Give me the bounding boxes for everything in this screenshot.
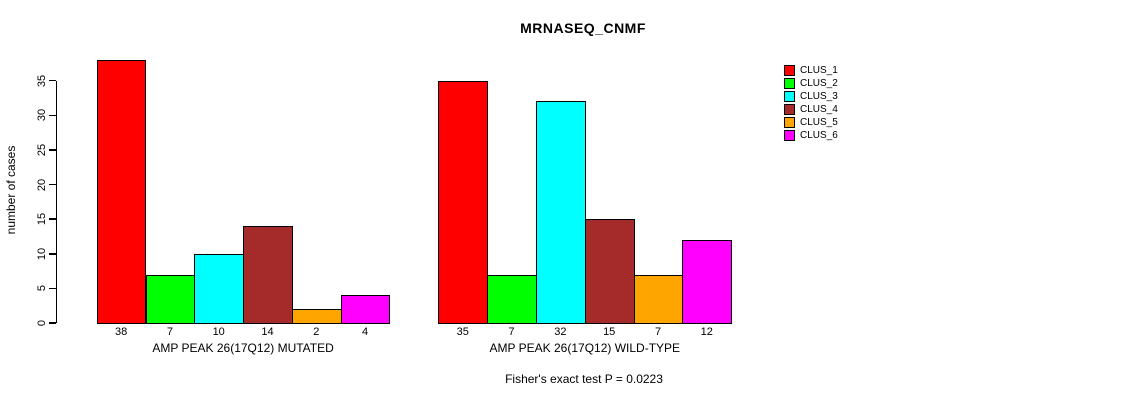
y-tick-label: 35: [36, 74, 48, 87]
legend-label: CLUS_2: [800, 78, 838, 89]
bar-value-label: 7: [166, 326, 173, 338]
y-tick-label: 10: [36, 247, 48, 260]
legend-swatch-clus_5: [784, 117, 795, 128]
legend-label: CLUS_6: [800, 130, 838, 141]
bar-clus_5: [633, 274, 684, 324]
y-tick-mark: [48, 218, 56, 220]
legend-item-clus_3: CLUS_3: [784, 90, 838, 103]
y-tick-label: 15: [36, 213, 48, 226]
y-axis-line: [55, 80, 57, 323]
legend-item-clus_5: CLUS_5: [784, 116, 838, 129]
legend-label: CLUS_1: [800, 65, 838, 76]
bar-value-label: 35: [456, 326, 469, 338]
bar-value-label: 10: [212, 326, 225, 338]
legend: CLUS_1 CLUS_2 CLUS_3 CLUS_4 CLUS_5 CLUS_6: [784, 64, 838, 142]
y-tick-label: 0: [36, 319, 48, 327]
bar-value-label: 7: [508, 326, 515, 338]
fisher-test-annotation: Fisher's exact test P = 0.0223: [505, 372, 663, 386]
legend-swatch-clus_1: [784, 65, 795, 76]
y-tick-mark: [48, 114, 56, 117]
y-tick-mark: [48, 287, 56, 290]
bar-value-label: 12: [700, 326, 713, 338]
bar-clus_1: [96, 59, 147, 324]
bar-clus_4: [243, 226, 293, 324]
y-tick-mark: [48, 149, 56, 151]
y-axis-label: number of cases: [4, 145, 18, 235]
legend-label: CLUS_4: [800, 104, 838, 115]
bar-clus_6: [340, 295, 391, 324]
bar-clus_6: [682, 239, 733, 324]
legend-item-clus_4: CLUS_4: [784, 103, 838, 116]
legend-item-clus_2: CLUS_2: [784, 77, 838, 90]
legend-swatch-clus_4: [784, 104, 795, 115]
bar-value-label: 38: [114, 326, 128, 338]
legend-label: CLUS_3: [800, 91, 838, 102]
y-tick-mark: [48, 253, 56, 255]
chart-title: MRNASEQ_CNMF: [520, 20, 646, 36]
y-tick-label: 25: [36, 143, 48, 157]
legend-item-clus_6: CLUS_6: [784, 129, 838, 142]
x-group-label: AMP PEAK 26(17Q12) WILD-TYPE: [489, 341, 681, 355]
bar-value-label: 2: [313, 326, 320, 338]
bar-clus_3: [194, 253, 245, 324]
y-tick-label: 20: [36, 178, 48, 191]
y-tick-mark: [48, 79, 56, 82]
bar-clus_2: [487, 274, 537, 324]
y-tick-mark: [48, 183, 56, 186]
bar-value-label: 15: [603, 326, 616, 338]
legend-swatch-clus_6: [784, 130, 795, 141]
bar-value-label: 14: [261, 326, 274, 338]
bar-value-label: 7: [654, 326, 662, 338]
bar-clus_4: [584, 219, 635, 324]
legend-label: CLUS_5: [800, 117, 838, 128]
bar-value-label: 4: [362, 326, 369, 338]
bar-clus_1: [438, 80, 489, 324]
bar-clus_2: [145, 274, 196, 324]
legend-swatch-clus_3: [784, 91, 795, 102]
y-tick-mark: [48, 322, 56, 324]
legend-item-clus_1: CLUS_1: [784, 64, 838, 77]
y-tick-label: 30: [36, 109, 48, 122]
bar-clus_5: [291, 309, 342, 324]
bar-value-label: 32: [554, 326, 567, 338]
y-tick-label: 5: [36, 285, 48, 292]
x-group-label: AMP PEAK 26(17Q12) MUTATED: [152, 341, 334, 355]
legend-swatch-clus_2: [784, 78, 795, 89]
bar-clus_3: [536, 101, 586, 324]
